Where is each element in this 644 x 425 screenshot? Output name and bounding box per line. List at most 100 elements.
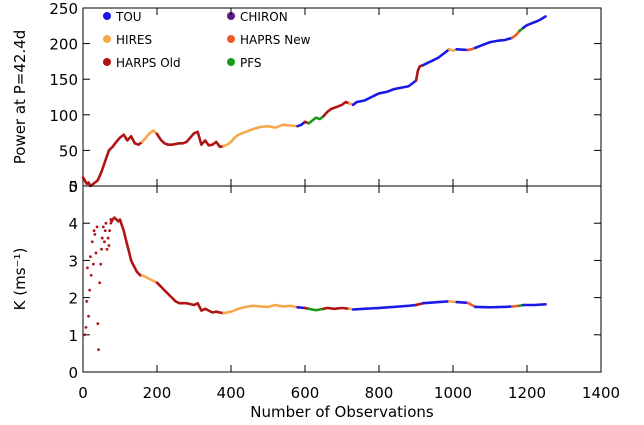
bottom-scatter-point-7 [89,273,93,277]
top-series-segment-3 [222,123,299,148]
legend-label-1: CHIRON [240,10,288,24]
bottom-series-segment-1 [140,273,159,285]
x-tick-label-5: 1000 [434,384,472,402]
bottom-y-tick-label-0: 0 [68,364,78,382]
x-tick-label-1: 200 [143,384,172,402]
bottom-y-tick-label-4: 4 [68,215,78,233]
bottom-scatter-point-8 [90,240,94,244]
bottom-scatter-point-18 [100,247,103,251]
legend-marker-3 [227,35,235,43]
bottom-scatter-point-3 [86,266,89,270]
top-series-segment-7 [322,100,351,118]
x-tick-label-2: 400 [217,384,246,402]
bottom-series-segment-11 [422,299,451,305]
bottom-scatter-point-2 [85,299,89,303]
bottom-scatter-point-9 [91,262,95,266]
bottom-scatter-point-1 [84,325,88,329]
bottom-y-axis-label: K (ms⁻¹) [11,248,29,311]
bottom-scatter-point-23 [104,221,108,225]
bottom-y-tick-label-5: 5 [68,178,78,196]
bottom-scatter-point-0 [83,333,87,337]
legend-label-2: HIRES [116,33,152,47]
top-series-segment-4 [296,120,307,128]
top-y-axis-label: Power at P=42.4d [11,30,29,165]
top-series-segment-18 [521,15,547,30]
top-y-tick-label-5: 250 [49,0,78,18]
top-y-ticks: 0 50 100 150 200 250 [49,0,601,196]
bottom-series-segment-13 [455,300,470,305]
bottom-scatter-point-24 [105,247,109,251]
bottom-scatter-point-10 [92,229,96,233]
bottom-scatter-point-17 [99,262,103,266]
legend-marker-0 [103,12,111,20]
bottom-series-segment-6 [307,307,325,312]
top-series-segment-10 [414,63,425,82]
bottom-scatter-point-19 [100,236,104,240]
legend: TOU CHIRON HIRES HAPRS New HARPS Old PFS [103,10,311,70]
top-series-segment-13 [455,47,470,52]
bottom-scatter-point-22 [103,229,107,233]
bottom-scatter-group [83,218,113,352]
top-panel: 0 50 100 150 200 250 TOU CHIRON HIRES HAPRS New H… [11,0,602,196]
bottom-series-segment-2 [155,281,225,315]
top-series-segment-2 [155,130,225,149]
top-series-segment-9 [351,79,418,107]
top-series-segment-14 [466,46,477,52]
top-series-segment-6 [307,114,325,125]
x-tick-label-0: 0 [78,384,88,402]
top-series-segment-15 [473,36,514,50]
bottom-series-segment-7 [322,306,351,311]
x-axis-label: Number of Observations [250,403,434,421]
top-y-tick-label-3: 150 [49,71,78,89]
bottom-scatter-point-13 [95,225,99,229]
bottom-scatter-point-20 [101,225,105,229]
bottom-scatter-point-25 [106,236,110,240]
top-y-tick-label-4: 200 [49,36,78,54]
top-series-segment-11 [422,47,451,67]
top-series-segment-16 [510,29,521,40]
top-y-tick-label-2: 100 [49,107,78,125]
legend-label-3: HAPRS New [240,33,311,47]
bottom-y-ticks: 0 1 2 3 4 5 [68,178,601,382]
legend-marker-2 [103,35,111,43]
top-y-tick-label-1: 50 [59,142,78,160]
bottom-series-segment-3 [222,303,299,315]
bottom-scatter-point-5 [88,288,92,292]
bottom-series-segment-0 [109,216,144,277]
top-series-group [81,15,547,188]
top-series-segment-0 [81,133,144,188]
legend-marker-5 [227,58,235,66]
top-series-segment-1 [140,129,159,144]
bottom-scatter-point-26 [107,244,111,247]
bottom-scatter-point-12 [94,251,98,255]
x-tick-label-6: 1200 [508,384,546,402]
bottom-series-segment-15 [473,305,514,309]
legend-marker-4 [103,58,111,66]
bottom-scatter-point-21 [103,240,106,244]
bottom-series-group [109,216,547,315]
x-ticks: 0 200 400 600 800 1000 1200 1400 [78,8,620,402]
top-y-tick-label-0: 0 [68,178,78,196]
legend-label-4: HARPS Old [116,56,181,70]
legend-label-5: PFS [240,56,262,70]
bottom-series-segment-9 [351,303,418,311]
bottom-series-segment-18 [521,302,547,307]
bottom-scatter-point-14 [96,322,100,326]
bottom-scatter-point-4 [87,314,90,318]
bottom-scatter-point-11 [93,232,97,236]
bottom-scatter-point-15 [97,348,100,352]
bottom-scatter-point-27 [108,229,112,233]
legend-marker-1 [227,12,235,20]
bottom-plot-frame [82,185,602,373]
x-tick-label-7: 1400 [582,384,620,402]
bottom-y-tick-label-1: 1 [68,327,78,345]
x-tick-label-4: 800 [365,384,394,402]
top-plot-frame [82,7,602,187]
bottom-scatter-point-16 [98,281,102,285]
bottom-scatter-point-6 [89,255,92,259]
top-series-segment-12 [447,47,459,53]
bottom-y-tick-label-3: 3 [68,252,78,270]
bottom-series-segment-14 [466,301,477,309]
